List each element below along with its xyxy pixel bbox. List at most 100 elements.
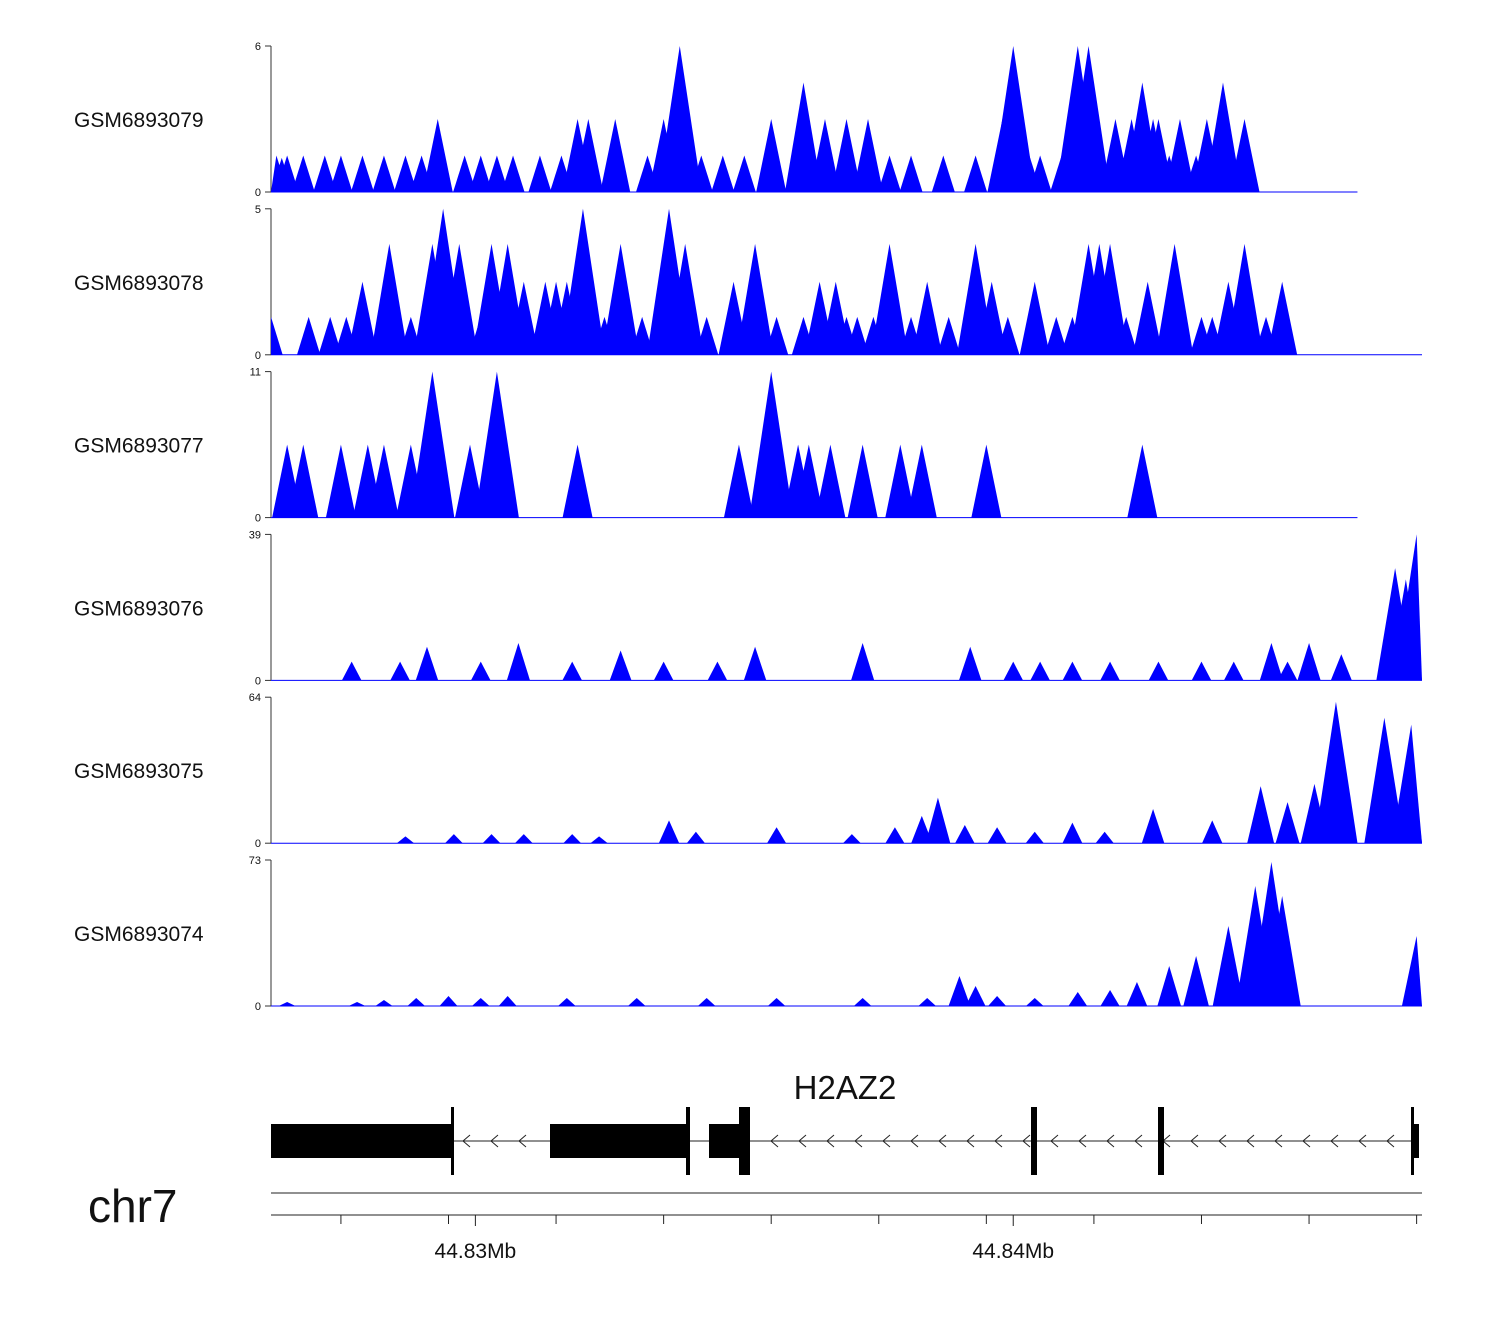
coverage-peak xyxy=(666,243,704,355)
coverage-peak xyxy=(1126,982,1148,1006)
strand-arrow xyxy=(462,1134,471,1148)
coverage-peak xyxy=(474,371,519,518)
coverage-peak xyxy=(471,998,490,1006)
coverage-peak xyxy=(501,155,525,192)
coverage-peak xyxy=(658,820,680,844)
coverage-peak xyxy=(657,46,702,192)
coverage-peak xyxy=(562,444,593,518)
gene-name-label: H2AZ2 xyxy=(794,1069,897,1106)
coverage-peak xyxy=(1223,661,1244,681)
coverage-peak xyxy=(1062,661,1083,681)
coverage-peak xyxy=(288,444,319,518)
y-tick-label-zero: 0 xyxy=(255,350,261,362)
coverage-peak xyxy=(470,661,491,681)
coverage-peak xyxy=(958,646,982,681)
coverage-peak xyxy=(590,836,608,844)
coverage-peak xyxy=(630,316,654,355)
coverage-peak xyxy=(1277,661,1298,681)
coverage-peak xyxy=(348,1002,366,1006)
y-tick-label-max: 6 xyxy=(255,41,261,53)
coverage-peak xyxy=(1401,936,1422,1006)
coverage-peak xyxy=(1025,998,1044,1006)
coverage-peak xyxy=(372,155,396,192)
track-label: GSM6893074 xyxy=(74,923,204,946)
coverage-peak xyxy=(1275,802,1300,844)
coverage-peak xyxy=(609,650,632,681)
genomic-axis: chr7 44.83Mb 44.84Mb xyxy=(88,1180,1422,1263)
strand-arrow xyxy=(1078,1134,1087,1148)
coverage-peak xyxy=(853,998,872,1006)
coverage-peak xyxy=(1025,831,1044,844)
coverage-peak xyxy=(1404,797,1422,844)
y-tick-label-zero: 0 xyxy=(255,675,261,687)
coverage-peak xyxy=(560,208,605,355)
strand-arrow xyxy=(1106,1134,1115,1148)
coverage-peak xyxy=(329,155,353,192)
coverage-peak xyxy=(1148,661,1169,681)
coverage-peak xyxy=(767,998,786,1006)
strand-arrow xyxy=(1022,1134,1031,1148)
coverage-peak xyxy=(291,155,315,192)
coverage-peak xyxy=(350,155,374,192)
strand-arrow xyxy=(854,1134,863,1148)
strand-arrow xyxy=(1134,1134,1143,1148)
coding-exon xyxy=(739,1107,750,1175)
strand-arrow xyxy=(882,1134,891,1148)
coverage-peak xyxy=(931,155,955,192)
coverage-peak xyxy=(368,444,399,518)
coverage-peak xyxy=(1091,243,1129,355)
coverage-peak xyxy=(601,243,640,355)
track-label: GSM6893075 xyxy=(74,760,204,783)
y-tick-label-max: 73 xyxy=(249,855,261,867)
strand-arrow xyxy=(1190,1134,1199,1148)
strand-arrow xyxy=(966,1134,975,1148)
strand-arrow xyxy=(910,1134,919,1148)
coverage-peak xyxy=(1297,642,1321,681)
coverage-peak xyxy=(987,827,1007,844)
strand-arrow xyxy=(994,1134,1003,1148)
coverage-peak xyxy=(1364,717,1405,844)
coverage-peak xyxy=(469,155,493,192)
coverage-peak xyxy=(955,824,975,844)
coverage-peak xyxy=(558,998,576,1006)
coverage-peak xyxy=(965,986,986,1006)
y-tick-label-max: 11 xyxy=(250,367,261,379)
coverage-peak xyxy=(514,834,533,844)
coverage-peak xyxy=(749,371,794,518)
coverage-peak xyxy=(439,996,458,1006)
coverage-peak xyxy=(948,976,971,1006)
coverage-peak xyxy=(756,119,787,192)
coverage-peak xyxy=(845,316,869,355)
strand-arrow xyxy=(1050,1134,1059,1148)
coverage-peak xyxy=(1019,281,1050,355)
coverage-peak xyxy=(1132,281,1163,355)
coverage-peak xyxy=(347,281,378,355)
coverage-peak xyxy=(925,797,951,844)
coverage-peak xyxy=(1030,661,1050,681)
strand-arrow xyxy=(1330,1134,1339,1148)
coverage-peak xyxy=(506,642,531,681)
coverage-peak xyxy=(1225,243,1264,355)
coverage-peak xyxy=(440,243,478,355)
coverage-peak xyxy=(528,155,552,192)
coverage-peak xyxy=(971,444,1002,518)
coverage-peak xyxy=(396,836,415,844)
utr-exon xyxy=(271,1124,452,1158)
coverage-peak xyxy=(508,281,539,355)
coverage-peak xyxy=(1330,654,1352,681)
coverage-peak xyxy=(1191,661,1212,681)
strand-arrow xyxy=(518,1134,527,1148)
x-tick-label: 44.83Mb xyxy=(435,1240,517,1263)
coverage-peak xyxy=(627,998,646,1006)
coverage-peak xyxy=(1164,119,1195,192)
coverage-peak xyxy=(784,82,822,192)
coverage-peak xyxy=(1062,822,1083,844)
track-gsm6893075: GSM6893075 64 0 xyxy=(74,692,1422,850)
coverage-peak xyxy=(689,155,713,192)
coverage-peak xyxy=(275,155,299,192)
utr-exon xyxy=(550,1124,687,1158)
coverage-peak xyxy=(1095,831,1114,844)
coverage-peak xyxy=(711,155,735,192)
y-tick-label-zero: 0 xyxy=(255,838,261,850)
strand-arrow xyxy=(1218,1134,1227,1148)
